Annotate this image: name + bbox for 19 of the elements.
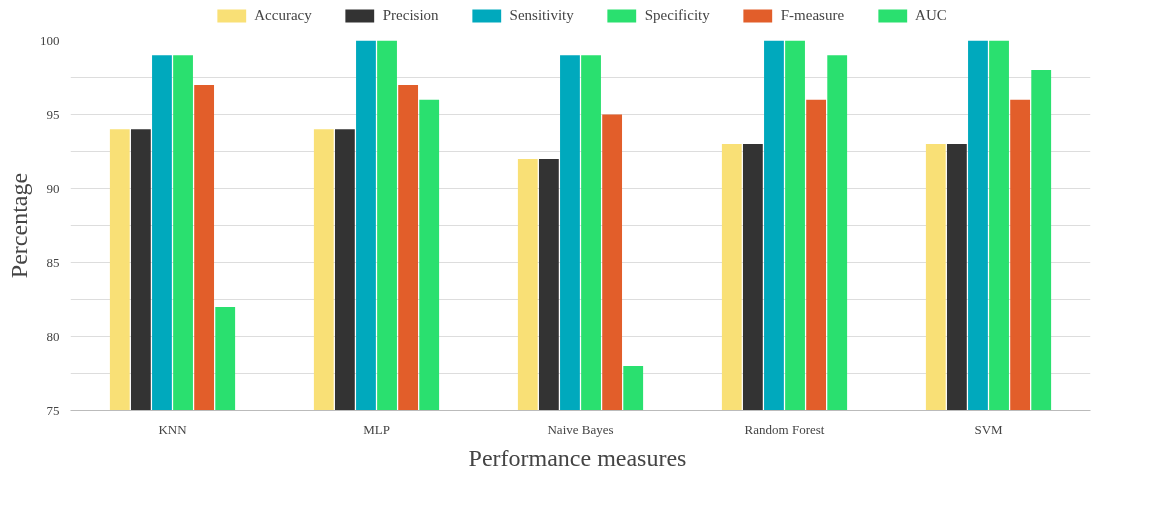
legend-label: Sensitivity — [509, 6, 574, 24]
y-tick-label: 80 — [46, 328, 60, 344]
x-tick-label: MLP — [363, 421, 390, 437]
y-tick-label: 95 — [46, 106, 60, 122]
x-tick-label: Naive Bayes — [547, 421, 614, 437]
y-axis-title: Percentage — [6, 172, 32, 279]
x-axis-title: Performance measures — [468, 444, 687, 471]
legend-label: Precision — [382, 6, 439, 24]
legend-label: AUC — [915, 6, 947, 24]
x-tick-label: SVM — [974, 421, 1004, 437]
y-tick-label: 90 — [46, 180, 60, 196]
y-tick-label: 100 — [40, 32, 60, 48]
x-tick-label: Random Forest — [744, 421, 825, 437]
y-tick-label: 85 — [46, 254, 60, 270]
legend-label: F-measure — [780, 6, 845, 24]
x-tick-label: KNN — [158, 421, 188, 437]
legend-label: Accuracy — [254, 6, 312, 24]
y-tick-label: 75 — [46, 402, 60, 418]
legend-label: Specificity — [644, 6, 710, 24]
